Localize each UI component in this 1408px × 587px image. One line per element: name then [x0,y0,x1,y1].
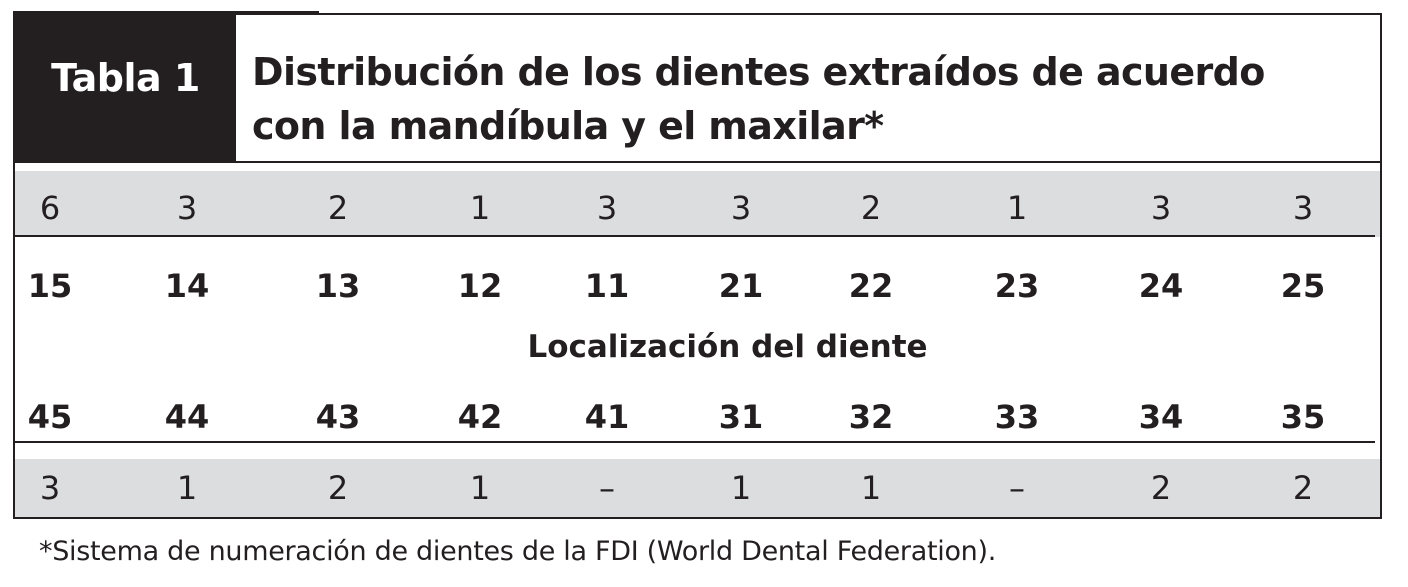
upper-count-cell: 1 [469,189,491,227]
lower-tooth-cell: 44 [164,398,210,436]
lower-tooth-cell: 35 [1280,398,1326,436]
upper-tooth-cell: 23 [994,267,1040,305]
top-rule [13,11,319,13]
lower-count-cell: 2 [327,469,349,507]
upper-tooth-cell: 21 [718,267,764,305]
upper-count-cell: 3 [1292,189,1314,227]
lower-count-cell: 1 [469,469,491,507]
lower-tooth-cell: 34 [1138,398,1184,436]
lower-count-cell: – [599,469,615,507]
upper-tooth-cell: 15 [27,267,73,305]
lower-tooth-cell: 41 [584,398,630,436]
lower-tooth-cell: 42 [457,398,503,436]
table-title-line-2: con la mandíbula y el maxilar* [252,104,884,148]
location-label: Localización del diente [527,329,928,365]
lower-tooth-cell: 33 [994,398,1040,436]
upper-count-cell: 2 [860,189,882,227]
lower-count-cell: 1 [860,469,882,507]
lower-tooth-cell: 43 [315,398,361,436]
upper-tooth-cell: 22 [848,267,894,305]
lower-count-cell: – [1009,469,1025,507]
upper-count-cell: 3 [596,189,618,227]
upper-tooth-cell: 12 [457,267,503,305]
lower-tooth-cell: 32 [848,398,894,436]
upper-tooth-cell: 24 [1138,267,1184,305]
table-title: Distribución de los dientes extraídos de… [236,15,1380,161]
upper-tooth-cell: 11 [584,267,630,305]
upper-count-cell: 1 [1006,189,1028,227]
spacer [15,443,1380,451]
table-label: Tabla 1 [15,15,236,161]
lower-tooth-cell: 45 [27,398,73,436]
upper-count-cell: 3 [1150,189,1172,227]
upper-tooth-cell: 14 [164,267,210,305]
upper-rule [15,235,1375,237]
upper-count-cell: 3 [176,189,198,227]
lower-count-cell: 1 [730,469,752,507]
spacer [15,163,1380,171]
upper-count-cell: 6 [39,189,61,227]
table-title-line-1: Distribución de los dientes extraídos de… [252,50,1265,94]
upper-tooth-cell: 25 [1280,267,1326,305]
lower-count-cell: 2 [1292,469,1314,507]
lower-count-cell: 2 [1150,469,1172,507]
table-footnote: *Sistema de numeración de dientes de la … [39,536,996,567]
table-frame: Tabla 1 Distribución de los dientes extr… [13,13,1382,519]
upper-count-cell: 2 [327,189,349,227]
lower-count-cell: 1 [176,469,198,507]
teeth-band [15,237,1380,459]
lower-rule [15,441,1375,443]
lower-count-cell: 3 [39,469,61,507]
upper-count-cell: 3 [730,189,752,227]
upper-tooth-cell: 13 [315,267,361,305]
lower-tooth-cell: 31 [718,398,764,436]
table-header: Tabla 1 Distribución de los dientes extr… [15,15,1380,163]
